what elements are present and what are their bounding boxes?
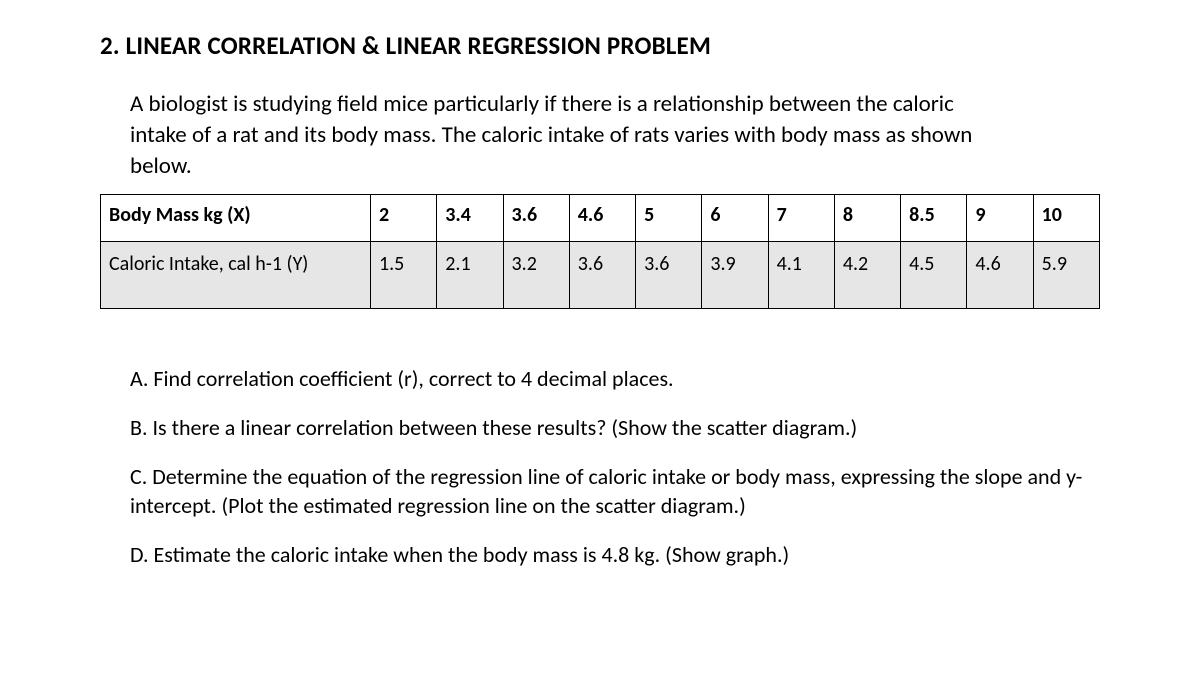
section-heading: 2. LINEAR CORRELATION & LINEAR REGRESSIO… xyxy=(100,30,1100,61)
x-value: 8.5 xyxy=(901,195,967,242)
question-b: B. Is there a linear correlation between… xyxy=(130,413,1100,442)
question-a: A. Find correlation coefficient (r), cor… xyxy=(130,364,1100,393)
x-value: 10 xyxy=(1033,195,1099,242)
y-value: 4.5 xyxy=(901,242,967,309)
y-value: 3.9 xyxy=(702,242,768,309)
x-value: 8 xyxy=(834,195,900,242)
data-table: Body Mass kg (X) 2 3.4 3.6 4.6 5 6 7 8 8… xyxy=(100,194,1100,309)
x-value: 9 xyxy=(967,195,1033,242)
intro-paragraph: A biologist is studying field mice parti… xyxy=(130,89,1010,182)
y-value: 3.6 xyxy=(569,242,635,309)
x-value: 5 xyxy=(636,195,702,242)
y-value: 4.1 xyxy=(768,242,834,309)
y-value: 2.1 xyxy=(437,242,503,309)
problem-page: 2. LINEAR CORRELATION & LINEAR REGRESSIO… xyxy=(0,0,1200,569)
table-row-x: Body Mass kg (X) 2 3.4 3.6 4.6 5 6 7 8 8… xyxy=(101,195,1100,242)
x-value: 7 xyxy=(768,195,834,242)
row-label-x: Body Mass kg (X) xyxy=(101,195,371,242)
y-value: 4.2 xyxy=(834,242,900,309)
y-value: 5.9 xyxy=(1033,242,1099,309)
x-value: 3.4 xyxy=(437,195,503,242)
table-row-y: Caloric Intake, cal h-1 (Y) 1.5 2.1 3.2 … xyxy=(101,242,1100,309)
y-value: 3.6 xyxy=(636,242,702,309)
row-label-y: Caloric Intake, cal h-1 (Y) xyxy=(101,242,371,309)
question-c: C. Determine the equation of the regress… xyxy=(130,462,1100,520)
x-value: 4.6 xyxy=(569,195,635,242)
x-value: 3.6 xyxy=(503,195,569,242)
x-value: 6 xyxy=(702,195,768,242)
y-value: 4.6 xyxy=(967,242,1033,309)
y-value: 1.5 xyxy=(371,242,437,309)
question-d: D. Estimate the caloric intake when the … xyxy=(130,540,1100,569)
questions-block: A. Find correlation coefficient (r), cor… xyxy=(130,364,1100,569)
y-value: 3.2 xyxy=(503,242,569,309)
x-value: 2 xyxy=(371,195,437,242)
